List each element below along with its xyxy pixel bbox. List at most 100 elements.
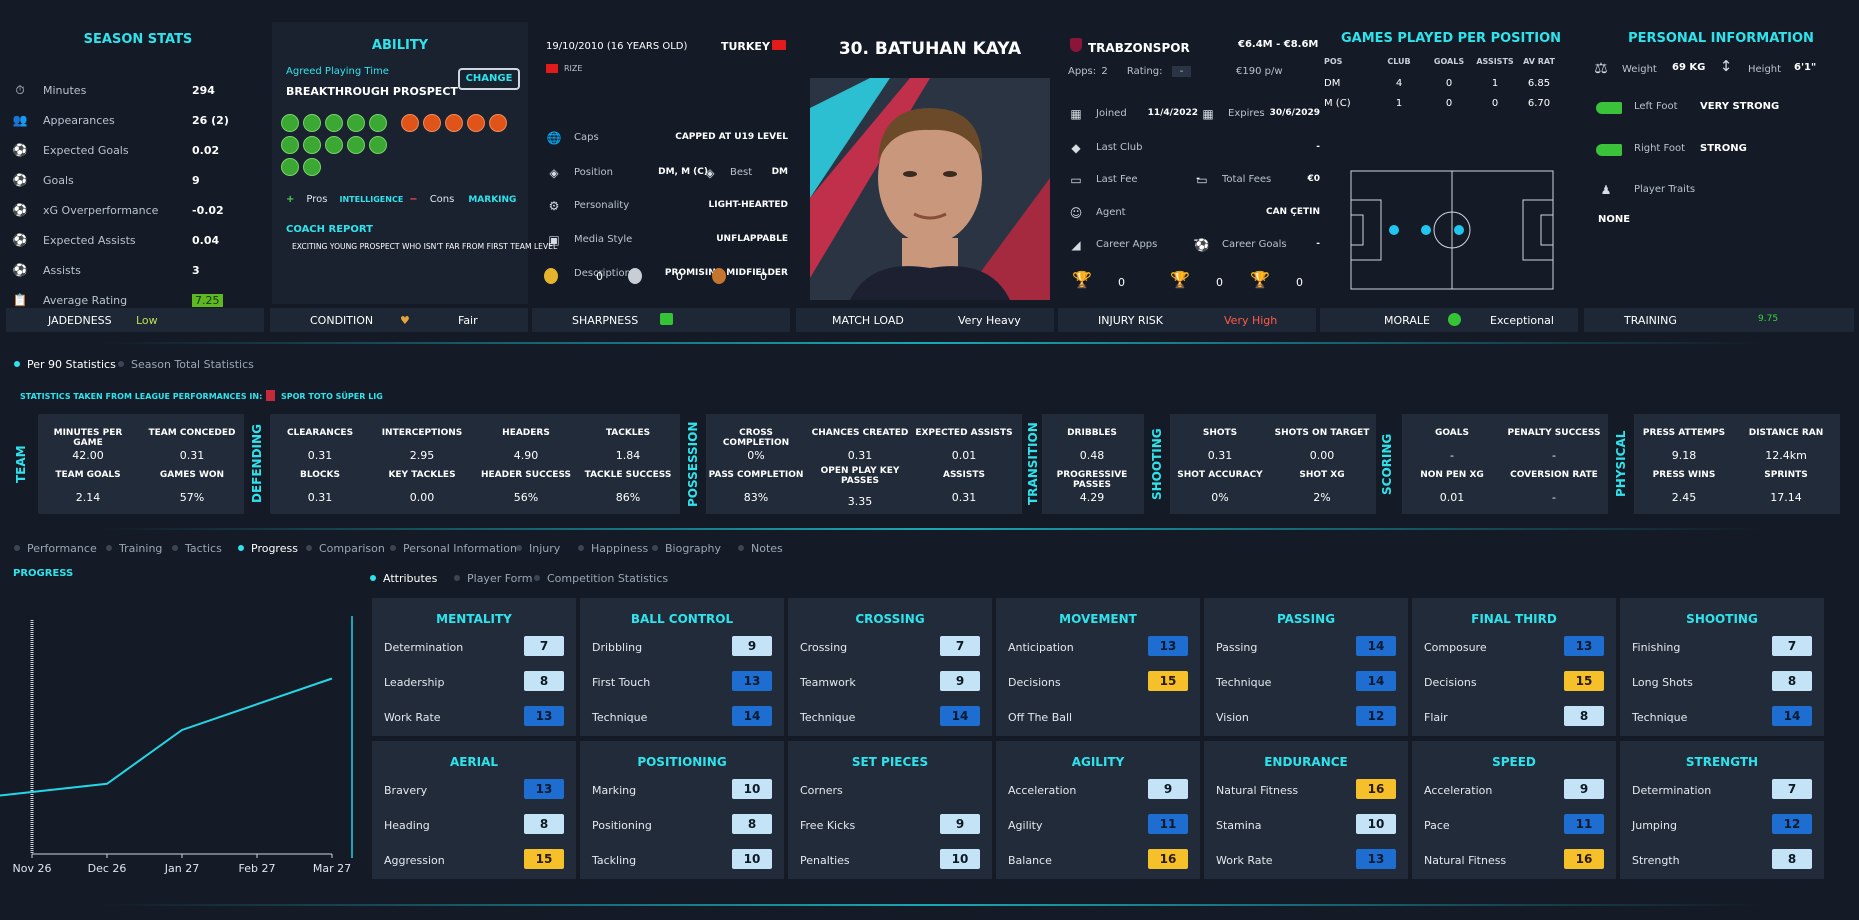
attribute-row[interactable]: Technique 14	[592, 706, 772, 728]
tab-notes[interactable]: Notes	[738, 542, 783, 555]
table-header[interactable]: GOALS	[1433, 57, 1465, 66]
career-goals-value: -	[1316, 239, 1320, 249]
tab-season-total[interactable]: Season Total Statistics	[118, 358, 254, 371]
tab-injury[interactable]: Injury	[516, 542, 560, 555]
attribute-row[interactable]: Jumping 12	[1632, 814, 1812, 836]
tab-biography[interactable]: Biography	[652, 542, 721, 555]
trait-icon[interactable]	[281, 114, 299, 132]
attribute-row[interactable]: Passing 14	[1216, 636, 1396, 658]
attribute-card-title: FINAL THIRD	[1471, 612, 1557, 626]
attribute-value: 15	[524, 849, 564, 869]
attribute-row[interactable]: Finishing 7	[1632, 636, 1812, 658]
trait-icon[interactable]	[347, 136, 365, 154]
attribute-row[interactable]: Marking 10	[592, 779, 772, 801]
tab-per90[interactable]: Per 90 Statistics	[14, 358, 116, 371]
tab-training[interactable]: Training	[106, 542, 162, 555]
attribute-row[interactable]: Technique 14	[1216, 671, 1396, 693]
attribute-row[interactable]: Work Rate 13	[1216, 849, 1396, 871]
attribute-row[interactable]: Tackling 10	[592, 849, 772, 871]
table-header[interactable]: AV RAT	[1523, 57, 1555, 66]
attribute-row[interactable]: Free Kicks 9	[800, 814, 980, 836]
tab-personal-information[interactable]: Personal Information	[390, 542, 517, 555]
trait-icon[interactable]	[489, 114, 507, 132]
attribute-row[interactable]: Aggression 15	[384, 849, 564, 871]
attribute-name: Composure	[1424, 641, 1487, 654]
trait-icon[interactable]	[467, 114, 485, 132]
attribute-row[interactable]: Corners	[800, 779, 980, 801]
trait-icon[interactable]	[303, 114, 321, 132]
media-value: UNFLAPPABLE	[716, 234, 788, 244]
attribute-row[interactable]: Acceleration 9	[1008, 779, 1188, 801]
tab-tactics[interactable]: Tactics	[172, 542, 222, 555]
trophy-icon: 🏆	[1250, 270, 1270, 289]
attribute-row[interactable]: Long Shots 8	[1632, 671, 1812, 693]
trait-icon[interactable]	[401, 114, 419, 132]
status-match-load[interactable]: MATCH LOAD Very Heavy	[796, 308, 1054, 332]
attribute-row[interactable]: Teamwork 9	[800, 671, 980, 693]
subtab-player-form[interactable]: Player Form	[454, 572, 532, 585]
trait-icon[interactable]	[423, 114, 441, 132]
attribute-row[interactable]: Off The Ball	[1008, 706, 1188, 728]
subtab-attributes[interactable]: Attributes	[370, 572, 437, 585]
attribute-row[interactable]: Penalties 10	[800, 849, 980, 871]
status-injury-risk[interactable]: INJURY RISK Very High	[1058, 308, 1316, 332]
attribute-row[interactable]: Balance 16	[1008, 849, 1188, 871]
change-button[interactable]: CHANGE	[458, 68, 520, 90]
tab-progress[interactable]: Progress	[238, 542, 298, 555]
season-stat-label: Goals	[43, 174, 74, 187]
attribute-row[interactable]: Technique 14	[1632, 706, 1812, 728]
trait-icon[interactable]	[445, 114, 463, 132]
attribute-row[interactable]: Anticipation 13	[1008, 636, 1188, 658]
trait-icon[interactable]	[303, 158, 321, 176]
attribute-card-title: AGILITY	[1071, 755, 1125, 769]
table-header[interactable]: ASSISTS	[1476, 57, 1514, 66]
status-morale[interactable]: MORALE Exceptional	[1320, 308, 1578, 332]
table-cell: 0	[1491, 98, 1499, 109]
attribute-row[interactable]: Pace 11	[1424, 814, 1604, 836]
desc-value: PROMISING MIDFIELDER	[664, 268, 788, 278]
trait-icon[interactable]	[325, 114, 343, 132]
trait-icon[interactable]	[325, 136, 343, 154]
status-training[interactable]: TRAINING 9.75	[1584, 308, 1854, 332]
attribute-row[interactable]: Positioning 8	[592, 814, 772, 836]
tab-comparison[interactable]: Comparison	[306, 542, 385, 555]
turkey-flag-icon	[546, 64, 558, 73]
attribute-row[interactable]: Decisions 15	[1008, 671, 1188, 693]
attribute-row[interactable]: Dribbling 9	[592, 636, 772, 658]
trait-icon[interactable]	[347, 114, 365, 132]
attribute-row[interactable]: Flair 8	[1424, 706, 1604, 728]
attribute-row[interactable]: Bravery 13	[384, 779, 564, 801]
attribute-row[interactable]: Decisions 15	[1424, 671, 1604, 693]
attribute-row[interactable]: Leadership 8	[384, 671, 564, 693]
attribute-row[interactable]: Determination 7	[1632, 779, 1812, 801]
attribute-row[interactable]: Agility 11	[1008, 814, 1188, 836]
trait-icon[interactable]	[369, 136, 387, 154]
attribute-row[interactable]: Technique 14	[800, 706, 980, 728]
wage: €190 p/w	[1236, 66, 1283, 77]
subtab-competition-statistics[interactable]: Competition Statistics	[534, 572, 668, 585]
attribute-row[interactable]: Crossing 7	[800, 636, 980, 658]
status-jadedness[interactable]: JADEDNESS Low	[6, 308, 264, 332]
attribute-row[interactable]: Work Rate 13	[384, 706, 564, 728]
trait-icon[interactable]	[281, 136, 299, 154]
attribute-row[interactable]: Heading 8	[384, 814, 564, 836]
status-condition[interactable]: CONDITION ♥ Fair	[270, 308, 528, 332]
best-value: DM	[771, 167, 788, 177]
table-header[interactable]: CLUB	[1387, 57, 1411, 66]
attribute-row[interactable]: Vision 12	[1216, 706, 1396, 728]
table-header[interactable]: POS	[1324, 57, 1343, 66]
attribute-row[interactable]: Natural Fitness 16	[1216, 779, 1396, 801]
attribute-row[interactable]: Acceleration 9	[1424, 779, 1604, 801]
attribute-row[interactable]: Determination 7	[384, 636, 564, 658]
tab-happiness[interactable]: Happiness	[578, 542, 648, 555]
attribute-row[interactable]: Strength 8	[1632, 849, 1812, 871]
tab-performance[interactable]: Performance	[14, 542, 97, 555]
attribute-row[interactable]: Stamina 10	[1216, 814, 1396, 836]
attribute-row[interactable]: Natural Fitness 16	[1424, 849, 1604, 871]
attribute-row[interactable]: Composure 13	[1424, 636, 1604, 658]
trait-icon[interactable]	[281, 158, 299, 176]
trait-icon[interactable]	[369, 114, 387, 132]
attribute-row[interactable]: First Touch 13	[592, 671, 772, 693]
trait-icon[interactable]	[303, 136, 321, 154]
status-sharpness[interactable]: SHARPNESS	[532, 308, 790, 332]
